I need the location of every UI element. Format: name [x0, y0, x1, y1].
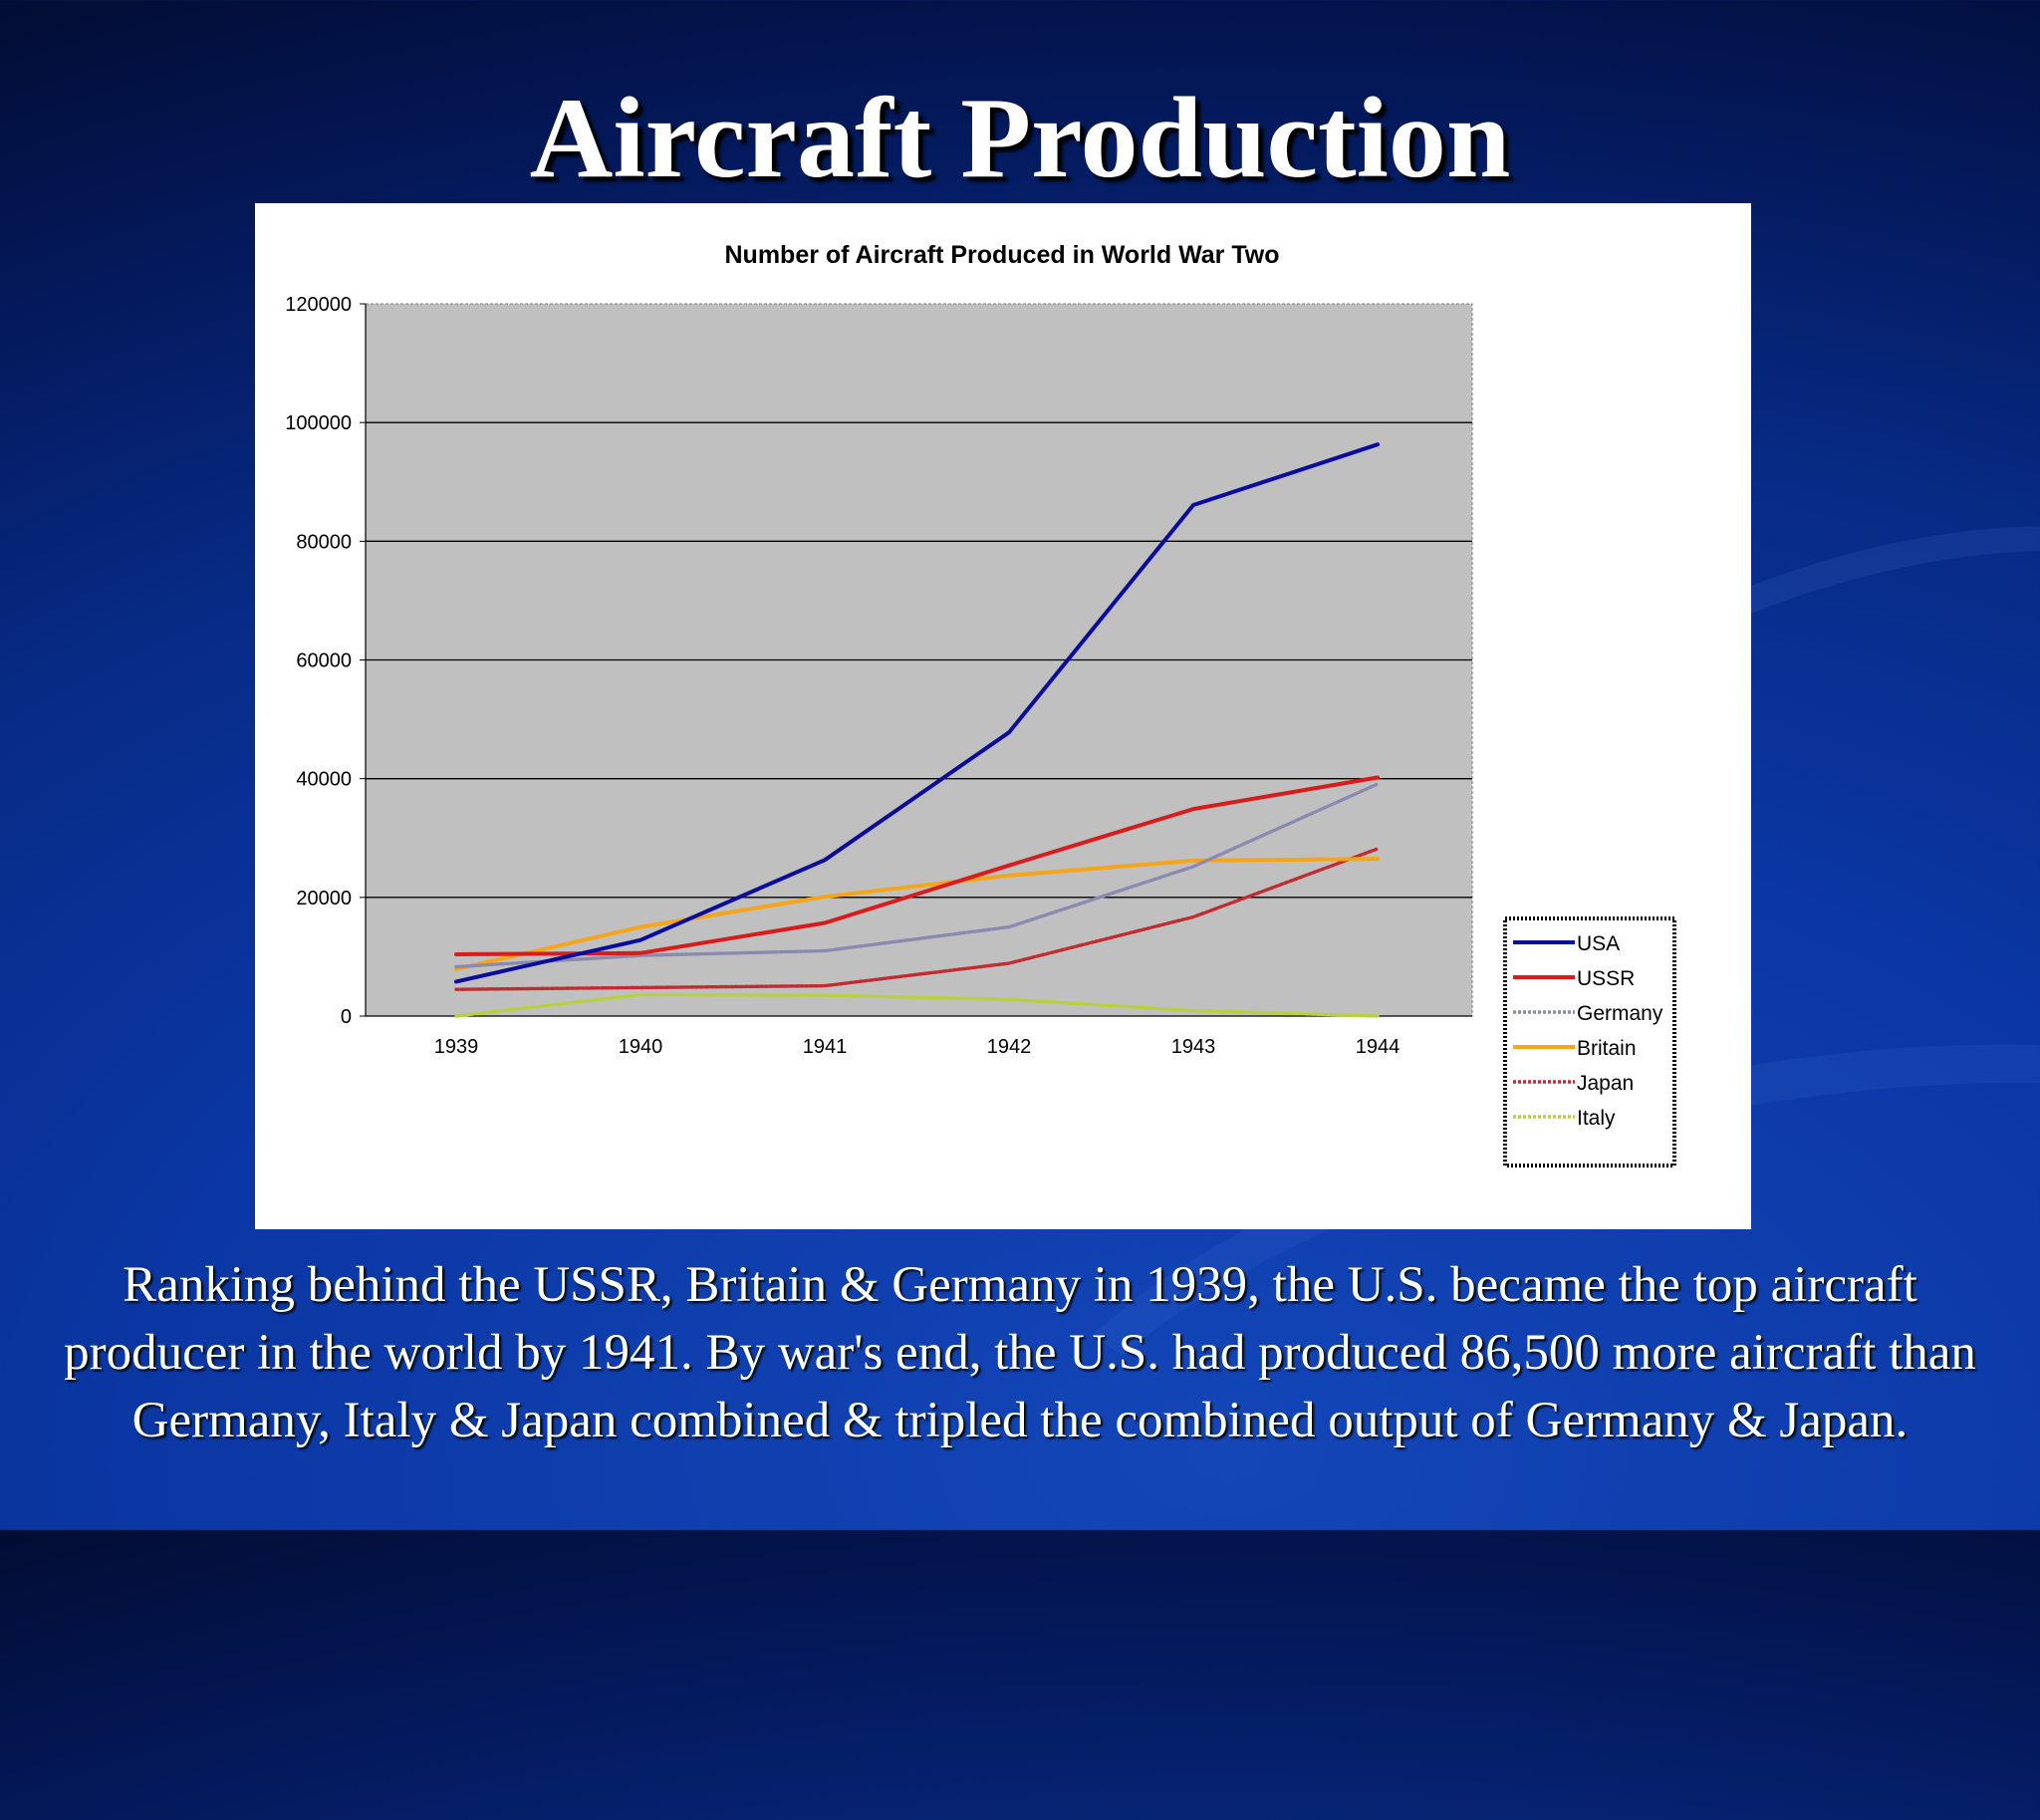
- series-line-ussr: [454, 775, 1380, 956]
- legend-label-japan: Japan: [1577, 1072, 1634, 1095]
- legend-label-italy: Italy: [1577, 1107, 1616, 1130]
- x-tick-label: 1940: [619, 1036, 663, 1058]
- series-line-japan: [454, 847, 1380, 991]
- series-line-italy: [454, 992, 1380, 1018]
- legend-label-britain: Britain: [1577, 1037, 1637, 1060]
- series-line-germany: [454, 782, 1380, 969]
- line-chart: Number of Aircraft Produced in World War…: [285, 241, 1676, 1168]
- legend-box: [1503, 916, 1676, 1168]
- y-tick-label: 20000: [296, 888, 352, 910]
- gridlines: [366, 421, 1472, 899]
- slide-caption: Ranking behind the USSR, Britain & Germa…: [64, 1257, 1976, 1448]
- legend-label-germany: Germany: [1577, 1002, 1663, 1025]
- legend-label-ussr: USSR: [1577, 967, 1635, 990]
- x-tick-label: 1942: [987, 1036, 1032, 1058]
- series-lines: [454, 442, 1380, 1018]
- slide-title: Aircraft Production: [529, 75, 1511, 202]
- chart-panel: Number of Aircraft Produced in World War…: [255, 203, 1751, 1229]
- y-tick-label: 120000: [285, 294, 352, 316]
- x-tick-label: 1939: [434, 1036, 479, 1058]
- axes: 0 20000 40000 60000 80000 100000 120000 1939 194…: [285, 294, 1472, 1058]
- series-line-usa: [454, 442, 1380, 984]
- legend: USA USSR Germany Britain Japan Italy: [1503, 916, 1676, 1168]
- x-tick-label: 1944: [1356, 1036, 1401, 1058]
- chart-title: Number of Aircraft Produced in World War…: [725, 241, 1280, 269]
- y-tick-label: 0: [341, 1006, 352, 1028]
- y-tick-label: 80000: [296, 531, 352, 553]
- x-tick-label: 1943: [1171, 1036, 1216, 1058]
- y-tick-label: 100000: [285, 412, 352, 434]
- x-tick-label: 1941: [803, 1036, 848, 1058]
- y-tick-label: 40000: [296, 769, 352, 791]
- legend-label-usa: USA: [1577, 932, 1620, 955]
- y-tick-label: 60000: [296, 650, 352, 672]
- series-line-britain: [454, 857, 1380, 971]
